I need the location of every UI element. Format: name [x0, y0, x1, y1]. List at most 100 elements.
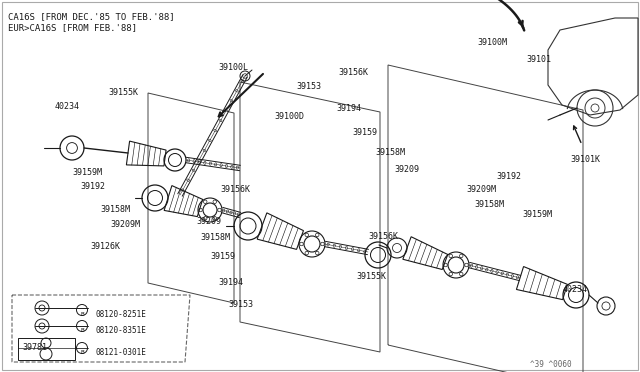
Ellipse shape [204, 161, 206, 164]
Ellipse shape [214, 129, 216, 132]
Ellipse shape [237, 213, 239, 216]
Ellipse shape [192, 169, 195, 171]
Ellipse shape [470, 264, 472, 267]
Text: 40234: 40234 [563, 285, 588, 294]
Ellipse shape [198, 160, 200, 163]
Ellipse shape [231, 165, 233, 168]
Text: 39101K: 39101K [570, 155, 600, 164]
Text: 08120-8351E: 08120-8351E [95, 326, 146, 335]
Text: 39158M: 39158M [200, 233, 230, 242]
Text: 39209: 39209 [196, 217, 221, 226]
Ellipse shape [236, 90, 238, 92]
Ellipse shape [198, 160, 200, 163]
Ellipse shape [339, 246, 341, 248]
Ellipse shape [339, 246, 341, 248]
Ellipse shape [476, 266, 477, 269]
Ellipse shape [203, 149, 205, 151]
Ellipse shape [214, 163, 217, 166]
Ellipse shape [333, 244, 335, 247]
Ellipse shape [491, 269, 493, 272]
Ellipse shape [225, 164, 228, 167]
Ellipse shape [220, 164, 222, 167]
Ellipse shape [496, 271, 498, 274]
Ellipse shape [220, 119, 222, 122]
Text: 39158M: 39158M [100, 205, 130, 214]
Ellipse shape [506, 273, 508, 276]
Ellipse shape [364, 250, 366, 253]
Ellipse shape [198, 159, 200, 161]
Text: EUR>CA16S [FROM FEB.'88]: EUR>CA16S [FROM FEB.'88] [8, 23, 137, 32]
Ellipse shape [481, 267, 483, 270]
Ellipse shape [204, 161, 206, 164]
Ellipse shape [234, 212, 236, 215]
Text: 39192: 39192 [80, 182, 105, 191]
Ellipse shape [241, 80, 244, 82]
Text: 39209: 39209 [394, 165, 419, 174]
Text: 08121-0301E: 08121-0301E [95, 348, 146, 357]
Text: 40234: 40234 [55, 102, 80, 111]
Ellipse shape [223, 209, 225, 212]
Ellipse shape [223, 209, 225, 212]
Text: 39100D: 39100D [274, 112, 304, 121]
Text: 39159: 39159 [352, 128, 377, 137]
Ellipse shape [358, 249, 360, 252]
Ellipse shape [346, 247, 348, 250]
Ellipse shape [364, 250, 366, 253]
Text: 39159M: 39159M [522, 210, 552, 219]
Text: 39781: 39781 [22, 343, 47, 352]
Ellipse shape [351, 248, 354, 251]
Ellipse shape [236, 166, 238, 169]
Ellipse shape [193, 160, 195, 163]
Ellipse shape [511, 275, 513, 278]
Text: 39194: 39194 [218, 278, 243, 287]
Ellipse shape [333, 244, 335, 247]
Text: 08120-8251E: 08120-8251E [95, 310, 146, 319]
Ellipse shape [470, 264, 472, 267]
Ellipse shape [203, 149, 205, 151]
Ellipse shape [187, 179, 189, 181]
Ellipse shape [511, 275, 513, 278]
Text: B: B [80, 350, 84, 356]
Text: 39194: 39194 [336, 104, 361, 113]
Ellipse shape [225, 110, 227, 112]
Ellipse shape [236, 90, 238, 92]
Ellipse shape [481, 267, 483, 270]
Ellipse shape [188, 159, 190, 162]
Ellipse shape [231, 165, 233, 168]
Text: 39158M: 39158M [474, 200, 504, 209]
Ellipse shape [220, 119, 222, 122]
Ellipse shape [486, 268, 488, 271]
Ellipse shape [192, 169, 195, 171]
Text: 39159: 39159 [210, 252, 235, 261]
Ellipse shape [181, 189, 184, 191]
Text: 39153: 39153 [296, 82, 321, 91]
Ellipse shape [358, 249, 360, 252]
Ellipse shape [230, 211, 232, 214]
Ellipse shape [225, 110, 227, 112]
Ellipse shape [351, 248, 354, 251]
Ellipse shape [346, 247, 348, 250]
Text: 39153: 39153 [228, 300, 253, 309]
Ellipse shape [209, 140, 211, 142]
Text: 39156K: 39156K [338, 68, 368, 77]
Text: B: B [80, 328, 84, 334]
Ellipse shape [501, 272, 503, 275]
Ellipse shape [227, 210, 228, 213]
Ellipse shape [491, 269, 493, 272]
Text: 39156K: 39156K [368, 232, 398, 241]
Text: 39100L: 39100L [218, 63, 248, 72]
Ellipse shape [230, 100, 233, 102]
Ellipse shape [234, 212, 236, 215]
Ellipse shape [516, 276, 518, 279]
Ellipse shape [187, 179, 189, 181]
Ellipse shape [327, 243, 329, 246]
Ellipse shape [496, 271, 498, 274]
Text: ^39 ^0060: ^39 ^0060 [530, 360, 572, 369]
Ellipse shape [241, 80, 244, 82]
Ellipse shape [209, 162, 211, 165]
Ellipse shape [198, 159, 200, 161]
Text: 39209M: 39209M [110, 220, 140, 229]
Ellipse shape [236, 166, 238, 169]
Ellipse shape [209, 140, 211, 142]
Ellipse shape [327, 243, 329, 246]
